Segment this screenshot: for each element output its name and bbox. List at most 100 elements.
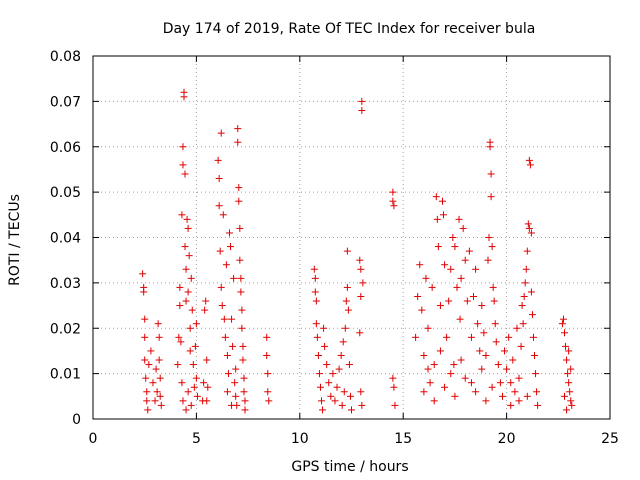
data-point [218,302,226,310]
data-point [389,374,397,382]
data-point [235,197,243,205]
data-point [182,265,190,273]
data-point [142,374,150,382]
data-point [321,342,329,350]
data-point [433,215,441,223]
data-point [234,125,242,133]
data-point [451,392,459,400]
data-point [509,356,517,364]
y-tick-label: 0.07 [50,94,81,110]
data-point [445,297,453,305]
data-point [531,351,539,359]
data-point [430,397,438,405]
data-point [192,374,200,382]
data-point [147,347,155,355]
data-point [523,247,531,255]
data-point [181,243,189,251]
data-point [472,265,480,273]
data-point [186,347,194,355]
data-point [426,379,434,387]
data-point [219,211,227,219]
y-tick-label: 0.02 [50,321,81,337]
data-point [184,288,192,296]
data-point [311,288,319,296]
data-point [240,388,248,396]
data-point [484,256,492,264]
data-point [436,347,444,355]
x-tick-label: 25 [601,431,619,447]
data-point [156,374,164,382]
data-point [534,401,542,409]
data-point [356,329,364,337]
y-tick-label: 0.01 [50,367,81,383]
data-point [187,274,195,282]
data-point [357,265,365,273]
data-point [480,329,488,337]
data-point [185,252,193,260]
data-point [565,379,573,387]
data-point [517,342,525,350]
data-point [190,383,198,391]
data-point [561,329,569,337]
data-point [343,283,351,291]
data-point [180,88,188,96]
data-point [155,356,163,364]
data-point [441,383,449,391]
data-point [511,388,519,396]
data-point [200,379,208,387]
chart-title: Day 174 of 2019, Rate Of TEC Index for r… [163,21,536,37]
data-point [559,315,567,323]
axis-ticks: 0 5 10 15 20 25 0 0.01 0.02 0.03 0.04 0.05 0.06 0.07 0… [50,49,619,447]
data-point [358,401,366,409]
data-point [201,306,209,314]
data-point [264,370,272,378]
data-point [141,356,149,364]
data-point [265,397,273,405]
data-point [428,283,436,291]
data-point [434,243,442,251]
data-point [430,361,438,369]
data-point [482,351,490,359]
data-point [141,315,149,323]
data-point [193,392,201,400]
data-point [561,392,569,400]
data-point [566,388,574,396]
data-point [141,333,149,341]
y-tick-label: 0.06 [50,140,81,156]
data-point [341,324,349,332]
data-point [316,383,324,391]
data-point [231,379,239,387]
data-point [359,279,367,287]
data-point [191,342,199,350]
data-point [312,297,320,305]
data-point [310,265,318,273]
data-point [202,297,210,305]
data-point [237,288,245,296]
data-point [333,383,341,391]
data-point [472,388,480,396]
y-tick-label: 0.05 [50,185,81,201]
data-point [567,397,575,405]
data-point [424,324,432,332]
data-point [357,388,365,396]
data-point [232,365,240,373]
data-point [339,338,347,346]
data-point [154,320,162,328]
data-point [568,401,576,409]
data-point [145,361,153,369]
data-point [440,211,448,219]
data-point [223,351,231,359]
data-point [487,193,495,201]
data-point [225,229,233,237]
data-point [461,256,469,264]
data-point [563,406,571,414]
data-point [235,184,243,192]
data-point [175,333,183,341]
data-point [457,356,465,364]
data-point [263,351,271,359]
data-point [358,97,366,105]
data-point [178,379,186,387]
data-point [223,388,231,396]
x-tick-label: 0 [89,431,98,447]
